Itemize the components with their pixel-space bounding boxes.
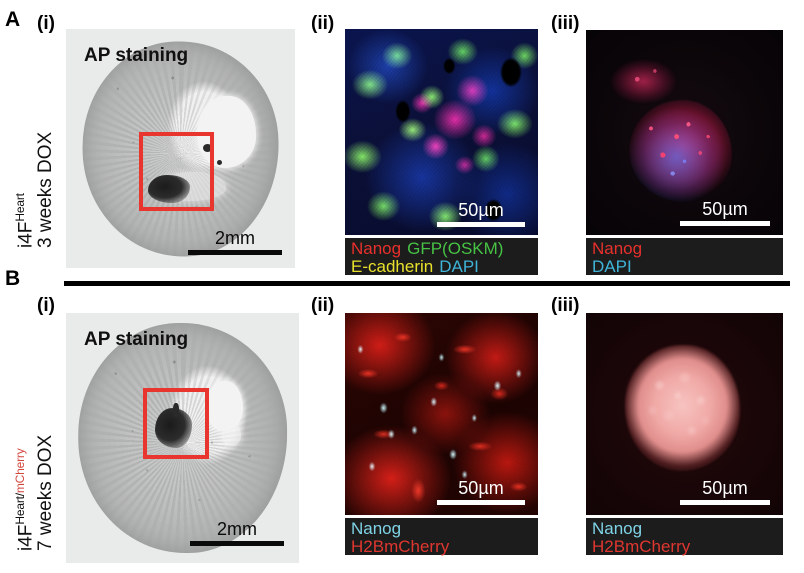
legend-b-iii-row-1: Nanog bbox=[592, 520, 778, 538]
legend-a-ii-row-2: E-cadherin DAPI bbox=[351, 258, 533, 276]
row-label-b-dox: 7 weeks DOX bbox=[34, 434, 56, 551]
subpanel-label-b-i: (i) bbox=[37, 295, 55, 316]
legend-b-ii-row-2: H2BmCherry bbox=[351, 538, 533, 556]
row-label-a-dox: 3 weeks DOX bbox=[34, 131, 56, 248]
scale-bar-b-ii-line bbox=[437, 500, 525, 505]
row-label-b-main: i4F bbox=[15, 524, 37, 551]
scale-bar-b-ii: 50µm bbox=[437, 479, 525, 505]
scale-bar-b-i-label: 2mm bbox=[217, 519, 257, 539]
legend-token-nanog: Nanog bbox=[592, 519, 643, 538]
subpanel-label-b-iii: (iii) bbox=[551, 295, 580, 316]
subpanel-label-a-ii: (ii) bbox=[311, 13, 335, 34]
legend-b-ii-row-1: Nanog bbox=[351, 520, 533, 538]
ap-positive-dot-a-1 bbox=[203, 143, 213, 152]
legend-b-ii: Nanog H2BmCherry bbox=[345, 518, 538, 556]
panel-letter-b: B bbox=[5, 267, 21, 290]
scale-bar-b-i-line bbox=[190, 541, 284, 546]
ap-positive-lesion-a bbox=[148, 174, 190, 204]
legend-token-h2bmcherry: H2BmCherry bbox=[592, 537, 691, 557]
scale-bar-b-i: 2mm bbox=[190, 520, 284, 546]
mcherry-cell-cluster-b-iii bbox=[625, 345, 740, 471]
legend-token-nanog: Nanog bbox=[351, 519, 402, 538]
subpanel-label-b-ii: (ii) bbox=[311, 295, 335, 316]
ap-staining-title-b: AP staining bbox=[84, 329, 189, 350]
scale-bar-b-ii-label: 50µm bbox=[458, 478, 504, 498]
panel-letter-a: A bbox=[5, 8, 21, 31]
image-b-iii-teratoma[interactable]: 50µm bbox=[586, 313, 783, 515]
image-grain-a-ii bbox=[345, 29, 538, 235]
scale-bar-b-iii-line bbox=[680, 500, 770, 505]
nuclei-puncta-a-iii bbox=[586, 30, 783, 235]
legend-a-ii: Nanog GFP(OSKM) E-cadherin DAPI bbox=[345, 238, 538, 276]
tissue-voids-a-ii bbox=[345, 29, 538, 235]
scale-bar-a-ii-label: 50µm bbox=[458, 200, 504, 220]
ventricle-lumen-b-2 bbox=[222, 423, 241, 446]
scale-bar-a-i-line bbox=[188, 250, 282, 255]
image-a-iii-colony[interactable]: 50µm bbox=[586, 30, 783, 235]
legend-a-iii-row-1: Nanog bbox=[592, 240, 778, 258]
row-label-a: i4FHeart 3 weeks DOX bbox=[13, 131, 56, 248]
image-a-ii-confocal[interactable]: 50µm bbox=[345, 29, 538, 235]
legend-token-dapi: DAPI bbox=[439, 257, 479, 277]
legend-a-ii-row-1: Nanog GFP(OSKM) bbox=[351, 240, 533, 258]
row-label-b-superscript-mcherry: mCherry bbox=[13, 448, 27, 494]
legend-token-gfp-oskm: GFP(OSKM) bbox=[407, 239, 504, 258]
legend-a-iii-row-2: DAPI bbox=[592, 258, 778, 276]
scale-bar-b-iii-label: 50µm bbox=[702, 478, 748, 498]
legend-token-e-cadherin: E-cadherin bbox=[351, 257, 434, 277]
scale-bar-a-iii: 50µm bbox=[680, 200, 770, 226]
legend-a-iii: Nanog DAPI bbox=[586, 238, 783, 276]
image-b-i-ap-staining[interactable]: AP staining 2mm bbox=[66, 313, 299, 563]
scale-bar-a-i: 2mm bbox=[188, 229, 282, 255]
cluster-nuclei-texture-b-iii bbox=[625, 345, 740, 471]
legend-token-nanog: Nanog bbox=[592, 239, 643, 258]
scale-bar-a-ii-line bbox=[437, 222, 525, 227]
ventricle-lumen-a bbox=[196, 95, 257, 168]
scale-bar-a-ii: 50µm bbox=[437, 201, 525, 227]
row-label-b-superscript-heart: Heart/ bbox=[13, 493, 27, 525]
ap-positive-dot-a-2 bbox=[217, 160, 223, 166]
subpanel-label-a-iii: (iii) bbox=[551, 13, 580, 34]
roi-box-a[interactable] bbox=[139, 131, 214, 212]
scale-bar-a-iii-line bbox=[680, 221, 770, 226]
row-label-b: i4FHeart/mCherry 7 weeks DOX bbox=[13, 434, 56, 551]
nanog-channel-b-ii bbox=[345, 313, 538, 515]
legend-token-dapi: DAPI bbox=[592, 257, 632, 277]
legend-b-iii-row-2: H2BmCherry bbox=[592, 538, 778, 556]
scale-bar-b-iii: 50µm bbox=[680, 479, 770, 505]
image-b-ii-confocal[interactable]: 50µm bbox=[345, 313, 538, 515]
row-label-a-superscript: Heart bbox=[13, 193, 27, 222]
scale-bar-a-iii-label: 50µm bbox=[702, 199, 748, 219]
image-a-i-ap-staining[interactable]: AP staining 2mm bbox=[66, 29, 295, 268]
legend-token-nanog: Nanog bbox=[351, 239, 402, 258]
image-grain-b-ii bbox=[345, 313, 538, 515]
ap-positive-lesion-b bbox=[154, 408, 192, 448]
ventricle-lumen-b bbox=[205, 380, 244, 431]
subpanel-label-a-i: (i) bbox=[37, 13, 55, 34]
heart-section-b bbox=[77, 323, 288, 553]
row-divider bbox=[64, 281, 790, 286]
roi-box-b[interactable] bbox=[142, 388, 210, 459]
legend-token-h2bmcherry: H2BmCherry bbox=[351, 537, 450, 557]
legend-b-iii: Nanog H2BmCherry bbox=[586, 518, 783, 556]
ap-positive-dot-b-1 bbox=[173, 403, 180, 417]
ap-staining-title-a: AP staining bbox=[84, 45, 189, 66]
row-label-a-main: i4F bbox=[15, 221, 37, 248]
scale-bar-a-i-label: 2mm bbox=[215, 228, 255, 248]
